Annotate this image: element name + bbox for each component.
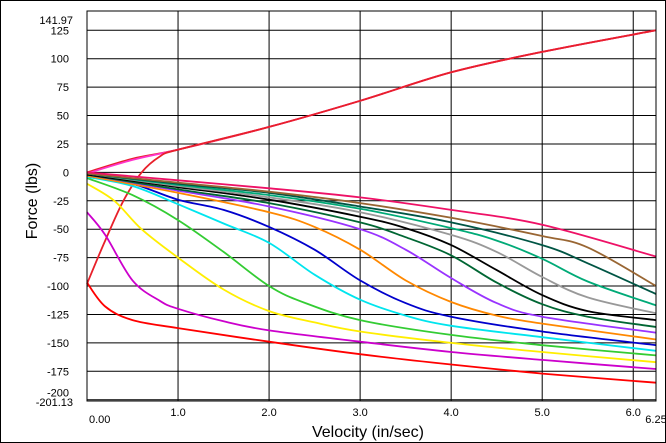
y-tick-label: -125 xyxy=(47,309,69,321)
y-tick-label: 50 xyxy=(57,111,69,123)
plot-border xyxy=(86,10,657,402)
series-line-9 xyxy=(86,174,657,347)
x-tick-label: 6.25 xyxy=(645,414,665,426)
x-tick-label: 6.0 xyxy=(626,407,641,419)
series-line-13 xyxy=(86,173,657,321)
y-tick-label: -25 xyxy=(53,196,69,208)
y-axis-label: Force (lbs) xyxy=(24,163,41,239)
x-axis-label: Velocity (in/sec) xyxy=(312,424,424,441)
y-tick-label: -150 xyxy=(47,338,69,350)
y-tick-label: -201.13 xyxy=(36,397,73,409)
x-tick-label: 2.0 xyxy=(261,407,276,419)
series-line-11 xyxy=(86,173,657,334)
series-line-8 xyxy=(86,176,657,352)
series-line-5 xyxy=(86,211,657,370)
y-tick-label: -200 xyxy=(47,388,69,400)
y-tick-label: -100 xyxy=(47,281,69,293)
x-tick-label: 3.0 xyxy=(352,407,367,419)
series-line-3 xyxy=(86,29,657,285)
y-tick-label: 100 xyxy=(51,54,69,66)
series-line-6 xyxy=(86,182,657,364)
y-tick-label: 141.97 xyxy=(39,15,73,27)
series-line-4 xyxy=(86,282,657,384)
x-tick-label: 0.00 xyxy=(89,414,110,426)
series-line-16 xyxy=(86,172,657,295)
y-tick-label: -175 xyxy=(47,366,69,378)
series-line-15 xyxy=(86,172,657,307)
y-tick-label: -50 xyxy=(53,224,69,236)
x-tick-label: 5.0 xyxy=(535,407,550,419)
series-line-12 xyxy=(86,173,657,328)
series-line-18 xyxy=(86,171,657,258)
series-line-14 xyxy=(86,172,657,315)
series-line-17 xyxy=(86,172,657,287)
x-tick-label: 1.0 xyxy=(170,407,185,419)
series-group xyxy=(86,29,657,384)
y-tick-label: -75 xyxy=(53,253,69,265)
y-tick-label: 25 xyxy=(57,139,69,151)
x-tick-label: 4.0 xyxy=(444,407,459,419)
y-tick-label: 0 xyxy=(63,167,69,179)
y-tick-label: 125 xyxy=(51,25,69,37)
x-tick-labels: 0.00 1.0 2.0 3.0 4.0 5.0 6.0 6.25 xyxy=(89,407,665,426)
series-line-7 xyxy=(86,177,657,357)
series-line-10 xyxy=(86,174,657,341)
y-tick-label: 75 xyxy=(57,82,69,94)
